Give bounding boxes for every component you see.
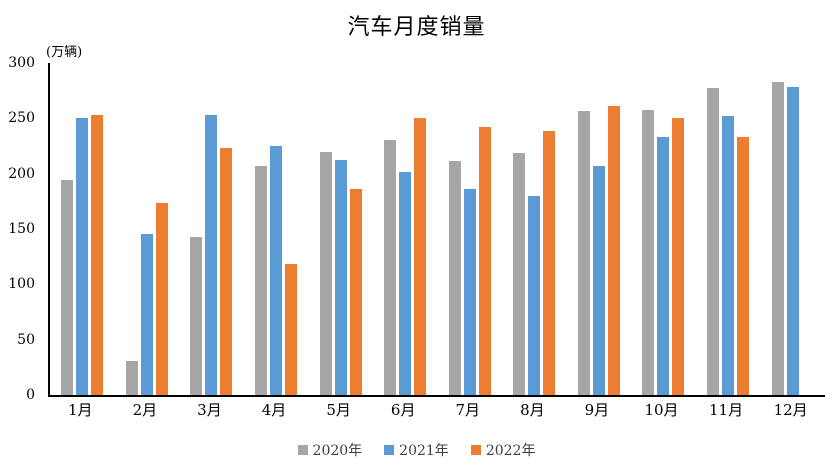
legend-label: 2021年 bbox=[399, 443, 449, 459]
x-tick-label: 4月 bbox=[261, 401, 287, 419]
bar-group-4月 bbox=[244, 63, 309, 395]
x-tick-label: 7月 bbox=[455, 401, 481, 419]
bar-2022年-8月 bbox=[543, 131, 556, 395]
bar-2022年-1月 bbox=[91, 114, 104, 395]
y-axis-labels: 0 50 100 150 200 250 300 bbox=[0, 56, 40, 402]
bar-2021年-4月 bbox=[270, 145, 283, 395]
x-tick-label: 9月 bbox=[584, 401, 610, 419]
bar-group-5月 bbox=[308, 63, 373, 395]
legend-label: 2020年 bbox=[312, 443, 363, 459]
bar-group-1月 bbox=[50, 63, 115, 395]
y-tick-label: 300 bbox=[8, 55, 35, 71]
y-tick-label: 200 bbox=[8, 165, 35, 182]
bar-group-11月 bbox=[696, 63, 761, 395]
x-tick-label: 10月 bbox=[644, 401, 679, 419]
bar-2020年-7月 bbox=[448, 161, 461, 395]
bar-group-9月 bbox=[567, 63, 632, 395]
bar-group-12月 bbox=[760, 63, 825, 395]
bar-2020年-1月 bbox=[61, 180, 74, 395]
y-tick-label: 250 bbox=[8, 110, 35, 127]
x-tick-label: 6月 bbox=[390, 401, 416, 419]
bar-2020年-2月 bbox=[125, 360, 138, 395]
bar-2022年-7月 bbox=[478, 127, 491, 395]
bar-2020年-12月 bbox=[771, 81, 784, 395]
bar-2022年-11月 bbox=[737, 137, 750, 395]
bar-2022年-10月 bbox=[672, 117, 685, 395]
bar-2020年-10月 bbox=[642, 110, 655, 395]
legend-swatch-icon bbox=[470, 445, 481, 455]
y-tick-label: 0 bbox=[26, 387, 35, 403]
x-tick-label: 2月 bbox=[132, 401, 158, 419]
bar-2022年-9月 bbox=[607, 106, 620, 395]
bar-2021年-10月 bbox=[657, 136, 670, 395]
bar-2020年-5月 bbox=[319, 152, 332, 395]
chart-title: 汽车月度销量 bbox=[347, 15, 486, 40]
bar-2020年-3月 bbox=[190, 236, 203, 395]
legend-item-2020年: 2020年 bbox=[297, 440, 363, 460]
y-axis-unit-label: (万辆) bbox=[46, 45, 83, 60]
legend-swatch-icon bbox=[297, 445, 308, 455]
bar-2021年-9月 bbox=[592, 166, 605, 395]
x-tick-label: 12月 bbox=[773, 401, 808, 419]
bar-2020年-11月 bbox=[707, 88, 720, 395]
x-tick-label: 8月 bbox=[520, 401, 545, 419]
x-tick-label: 11月 bbox=[709, 401, 744, 419]
bar-2020年-4月 bbox=[255, 165, 268, 395]
bar-group-8月 bbox=[502, 63, 567, 395]
y-tick-label: 50 bbox=[17, 331, 35, 348]
bar-2021年-11月 bbox=[722, 115, 735, 395]
bar-group-6月 bbox=[373, 63, 438, 395]
bar-2021年-12月 bbox=[786, 86, 799, 395]
bar-2021年-8月 bbox=[528, 195, 541, 395]
x-tick-label: 3月 bbox=[197, 401, 222, 419]
legend: 2020年 2021年 2022年 bbox=[0, 440, 833, 460]
bar-2022年-5月 bbox=[349, 188, 362, 395]
bar-group-7月 bbox=[437, 63, 502, 395]
legend-swatch-icon bbox=[384, 445, 395, 455]
x-tick-label: 1月 bbox=[68, 401, 93, 419]
bar-2022年-4月 bbox=[285, 264, 298, 395]
y-tick-label: 150 bbox=[8, 221, 35, 237]
legend-item-2021年: 2021年 bbox=[384, 440, 449, 460]
bar-2021年-2月 bbox=[140, 233, 153, 395]
bar-2021年-1月 bbox=[76, 118, 89, 395]
bar-2022年-6月 bbox=[414, 118, 427, 395]
bar-2020年-8月 bbox=[513, 153, 526, 395]
bar-group-3月 bbox=[179, 63, 244, 395]
bar-2022年-3月 bbox=[220, 147, 233, 395]
x-axis-labels: 1月 2月 3月 4月 5月 6月 7月 8月 9月 10月 11月 12月 bbox=[48, 401, 823, 419]
bar-group-10月 bbox=[631, 63, 696, 395]
bar-group-2月 bbox=[115, 63, 180, 395]
bar-2021年-7月 bbox=[463, 188, 476, 395]
y-tick-label: 100 bbox=[8, 276, 35, 293]
bar-2020年-9月 bbox=[577, 111, 590, 395]
bar-2022年-2月 bbox=[155, 202, 168, 395]
bar-2020年-6月 bbox=[384, 140, 397, 395]
legend-item-2022年: 2022年 bbox=[470, 440, 536, 460]
legend-label: 2022年 bbox=[485, 443, 536, 459]
plot-area bbox=[48, 63, 825, 397]
bar-2021年-5月 bbox=[334, 159, 347, 395]
bar-2021年-6月 bbox=[399, 172, 412, 395]
x-tick-label: 5月 bbox=[326, 401, 351, 419]
bar-2021年-3月 bbox=[205, 115, 218, 395]
